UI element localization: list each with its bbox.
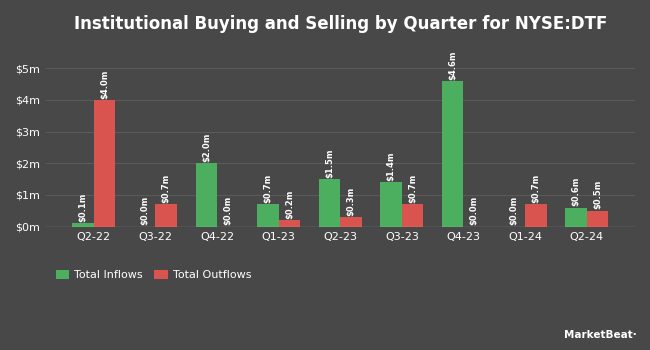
Bar	[380, 182, 402, 226]
Bar	[565, 208, 587, 226]
Text: $1.4m: $1.4m	[387, 152, 396, 181]
Text: $0.0m: $0.0m	[510, 196, 519, 225]
Bar	[402, 204, 423, 226]
Text: MarketBeat·: MarketBeat·	[564, 329, 637, 340]
Bar	[155, 204, 177, 226]
Legend: Total Inflows, Total Outflows: Total Inflows, Total Outflows	[51, 265, 256, 285]
Text: $4.6m: $4.6m	[448, 50, 457, 80]
Text: $1.5m: $1.5m	[325, 148, 334, 178]
Text: $0.3m: $0.3m	[346, 187, 356, 216]
Bar	[94, 100, 116, 226]
Text: $0.7m: $0.7m	[408, 174, 417, 203]
Bar	[442, 81, 463, 226]
Bar	[196, 163, 217, 226]
Bar	[341, 217, 362, 226]
Bar	[257, 204, 279, 226]
Text: $0.7m: $0.7m	[263, 174, 272, 203]
Text: $0.5m: $0.5m	[593, 180, 602, 210]
Text: $2.0m: $2.0m	[202, 133, 211, 162]
Text: $0.0m: $0.0m	[470, 196, 479, 225]
Bar	[279, 220, 300, 226]
Text: $0.7m: $0.7m	[162, 174, 171, 203]
Text: $0.0m: $0.0m	[140, 196, 150, 225]
Text: $0.0m: $0.0m	[224, 196, 232, 225]
Text: $0.6m: $0.6m	[571, 177, 580, 206]
Bar	[72, 223, 94, 226]
Text: $0.2m: $0.2m	[285, 190, 294, 219]
Text: $0.1m: $0.1m	[79, 193, 88, 222]
Bar	[525, 204, 547, 226]
Title: Institutional Buying and Selling by Quarter for NYSE:DTF: Institutional Buying and Selling by Quar…	[73, 15, 607, 33]
Text: $4.0m: $4.0m	[100, 69, 109, 99]
Bar	[318, 179, 341, 226]
Text: $0.7m: $0.7m	[531, 174, 540, 203]
Bar	[587, 211, 608, 226]
